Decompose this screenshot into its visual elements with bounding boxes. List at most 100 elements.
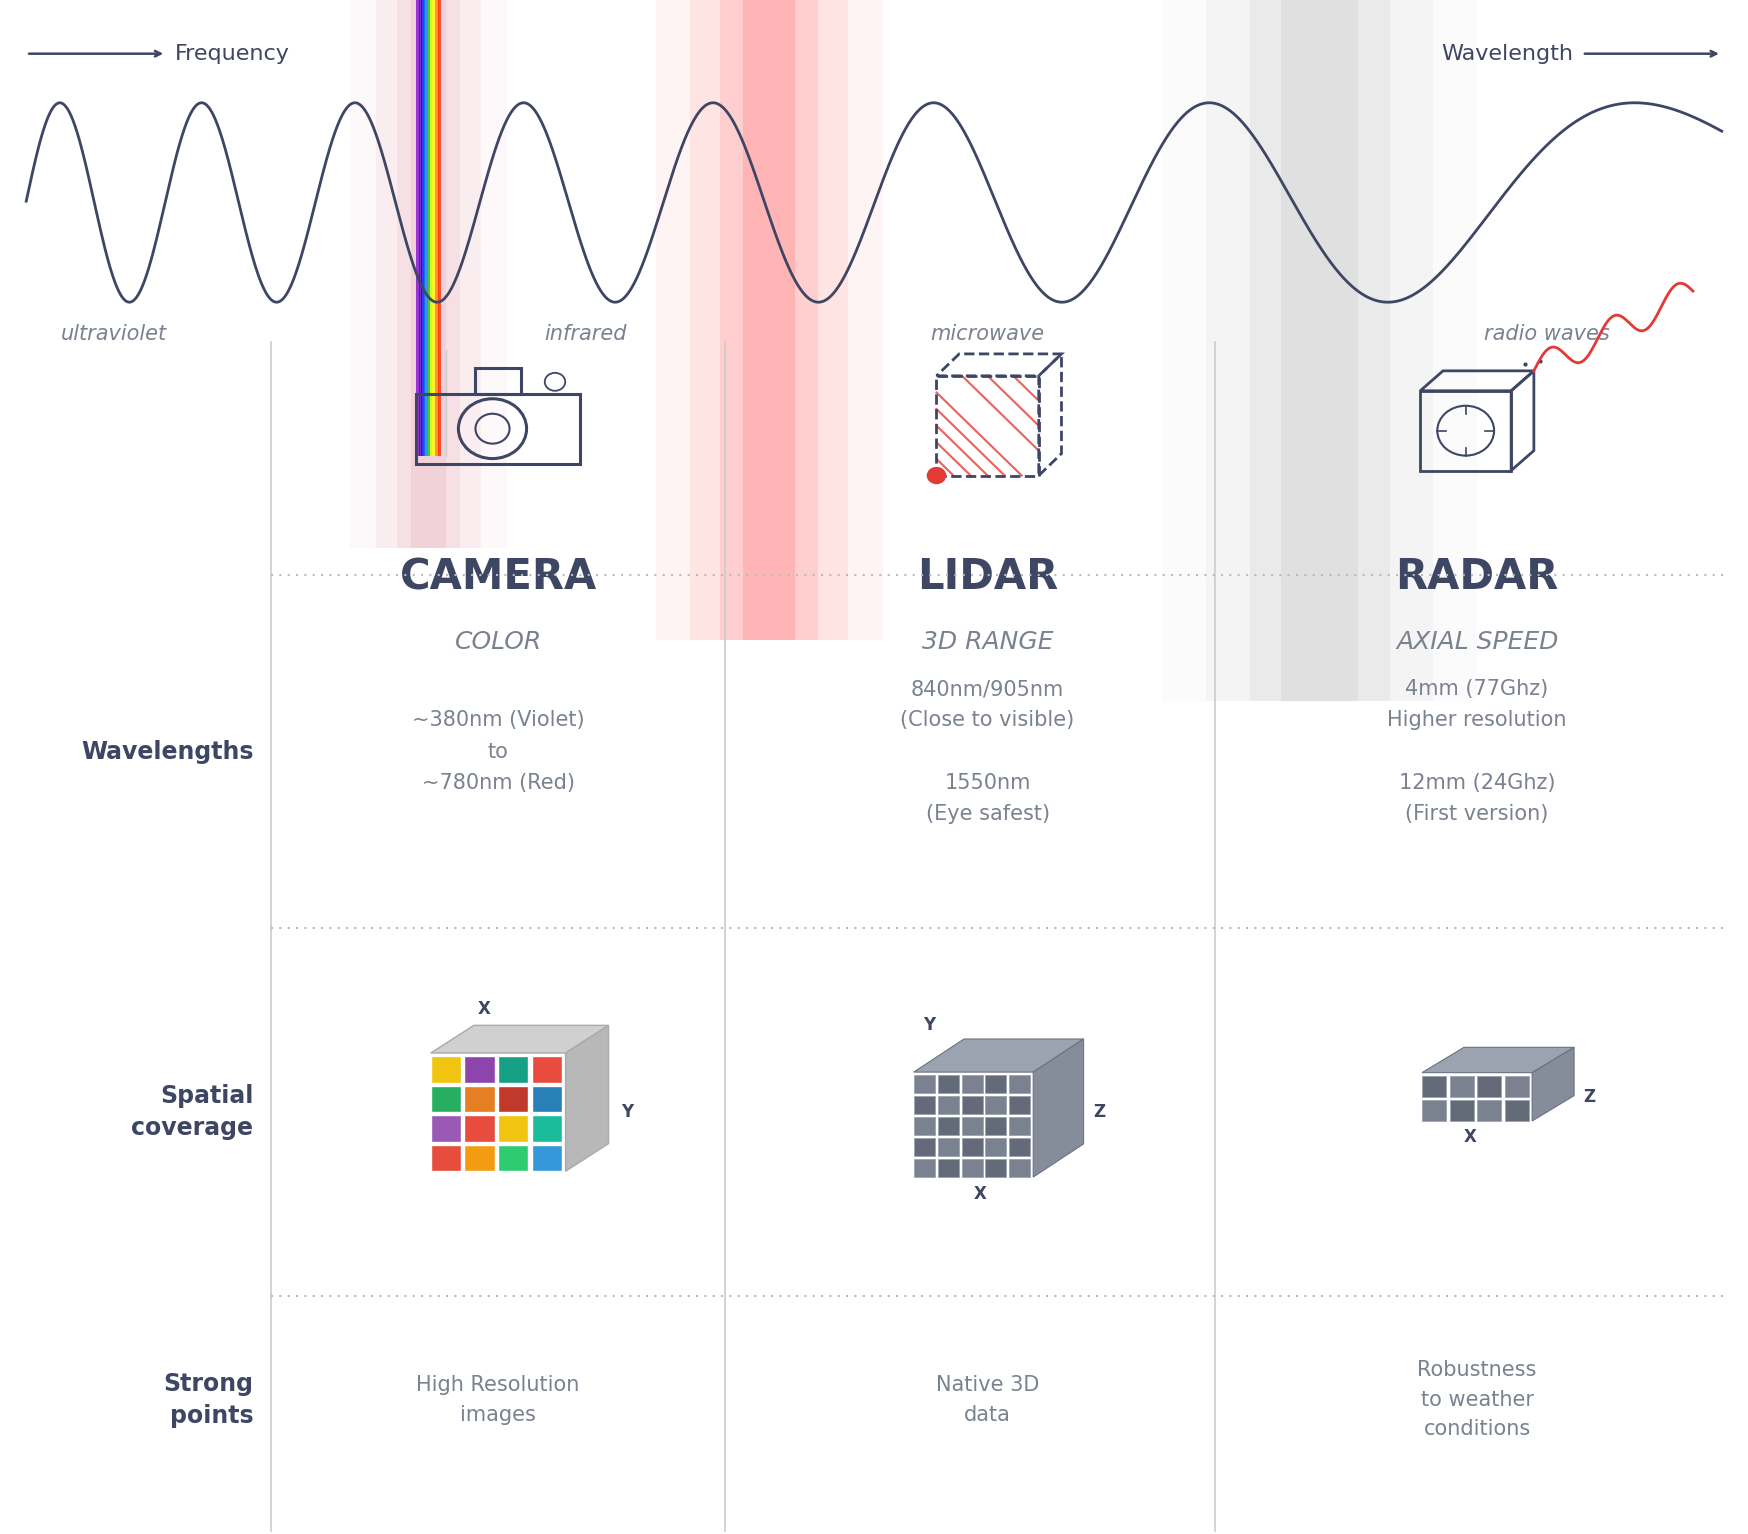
Polygon shape — [914, 1039, 1084, 1072]
Bar — [1009, 1117, 1030, 1135]
Bar — [690, 0, 848, 640]
Polygon shape — [1531, 1048, 1575, 1121]
Text: High Resolution
images: High Resolution images — [416, 1374, 580, 1425]
Bar — [914, 1158, 935, 1177]
Bar — [432, 0, 435, 456]
Bar — [656, 0, 883, 640]
Bar — [1449, 1075, 1474, 1097]
Bar — [961, 1117, 982, 1135]
Bar — [937, 1158, 958, 1177]
Text: Spatial
coverage: Spatial coverage — [131, 1085, 253, 1140]
Bar — [465, 1144, 495, 1172]
Text: LIDAR: LIDAR — [918, 557, 1058, 598]
Text: Robustness
to weather
conditions: Robustness to weather conditions — [1418, 1361, 1536, 1439]
Bar — [914, 1095, 935, 1114]
Text: Wavelength: Wavelength — [1440, 43, 1573, 64]
Bar — [350, 0, 507, 548]
Bar — [914, 1075, 935, 1094]
Text: Wavelengths: Wavelengths — [80, 739, 253, 764]
Bar — [1009, 1158, 1030, 1177]
Polygon shape — [1423, 1048, 1575, 1072]
Bar — [743, 0, 795, 640]
Bar — [914, 1138, 935, 1157]
Bar — [420, 0, 423, 456]
Polygon shape — [566, 1025, 608, 1172]
Bar — [961, 1158, 982, 1177]
Bar — [411, 0, 446, 548]
Polygon shape — [430, 1025, 608, 1052]
Bar — [986, 1158, 1007, 1177]
Bar — [435, 0, 439, 456]
Text: Z: Z — [1092, 1103, 1105, 1121]
Bar — [430, 1086, 461, 1112]
Bar — [986, 1095, 1007, 1114]
Bar — [914, 1117, 935, 1135]
Text: X: X — [477, 1000, 489, 1019]
Bar — [961, 1095, 982, 1114]
Bar — [427, 0, 430, 456]
Bar — [1009, 1095, 1030, 1114]
Text: CAMERA: CAMERA — [400, 557, 596, 598]
Text: Frequency: Frequency — [175, 43, 290, 64]
Bar — [531, 1055, 563, 1083]
Bar — [1009, 1075, 1030, 1094]
Circle shape — [928, 468, 946, 483]
Bar — [1009, 1138, 1030, 1157]
Bar — [986, 1117, 1007, 1135]
Text: 3D RANGE: 3D RANGE — [921, 630, 1054, 653]
Bar — [430, 1144, 461, 1172]
Text: Strong
points: Strong points — [164, 1371, 253, 1428]
Bar — [425, 0, 428, 456]
Bar — [1477, 1075, 1502, 1097]
Bar — [531, 1086, 563, 1112]
Bar — [1281, 0, 1358, 701]
Text: radio waves: radio waves — [1484, 324, 1610, 345]
Bar — [1449, 1100, 1474, 1121]
Bar — [465, 1055, 495, 1083]
Bar — [937, 1075, 958, 1094]
Bar — [1505, 1100, 1530, 1121]
Bar — [437, 0, 440, 456]
Text: X: X — [1465, 1127, 1477, 1146]
Text: Native 3D
data: Native 3D data — [935, 1374, 1040, 1425]
Text: infrared: infrared — [544, 324, 628, 345]
Polygon shape — [1033, 1039, 1084, 1177]
Bar — [1505, 1075, 1530, 1097]
Bar — [421, 0, 425, 456]
Text: Y: Y — [923, 1016, 935, 1034]
Text: X: X — [974, 1184, 986, 1203]
Bar — [986, 1138, 1007, 1157]
Text: COLOR: COLOR — [454, 630, 542, 653]
Bar — [498, 1086, 528, 1112]
Bar — [1423, 1100, 1446, 1121]
Bar — [961, 1075, 982, 1094]
Bar — [416, 0, 420, 456]
Bar — [986, 1075, 1007, 1094]
Text: ultraviolet: ultraviolet — [61, 324, 166, 345]
Bar — [531, 1115, 563, 1141]
Bar — [465, 1086, 495, 1112]
Text: ~380nm (Violet)
to
~780nm (Red): ~380nm (Violet) to ~780nm (Red) — [413, 710, 584, 793]
Bar — [430, 0, 434, 456]
Bar — [937, 1117, 958, 1135]
Text: 4mm (77Ghz)
Higher resolution

12mm (24Ghz)
(First version): 4mm (77Ghz) Higher resolution 12mm (24Gh… — [1388, 680, 1566, 824]
Bar — [937, 1138, 958, 1157]
Bar — [1250, 0, 1390, 701]
Bar — [498, 1144, 528, 1172]
Bar — [1477, 1100, 1502, 1121]
Bar — [498, 1055, 528, 1083]
Bar — [720, 0, 818, 640]
Bar — [1162, 0, 1477, 701]
Text: Y: Y — [621, 1103, 633, 1121]
Text: AXIAL SPEED: AXIAL SPEED — [1397, 630, 1557, 653]
Bar — [1206, 0, 1433, 701]
Bar — [937, 1095, 958, 1114]
Bar — [465, 1115, 495, 1141]
Text: RADAR: RADAR — [1395, 557, 1559, 598]
Bar — [397, 0, 460, 548]
Bar — [430, 1115, 461, 1141]
Bar — [376, 0, 481, 548]
Text: Z: Z — [1584, 1088, 1596, 1106]
Text: microwave: microwave — [930, 324, 1045, 345]
Bar — [430, 1055, 461, 1083]
